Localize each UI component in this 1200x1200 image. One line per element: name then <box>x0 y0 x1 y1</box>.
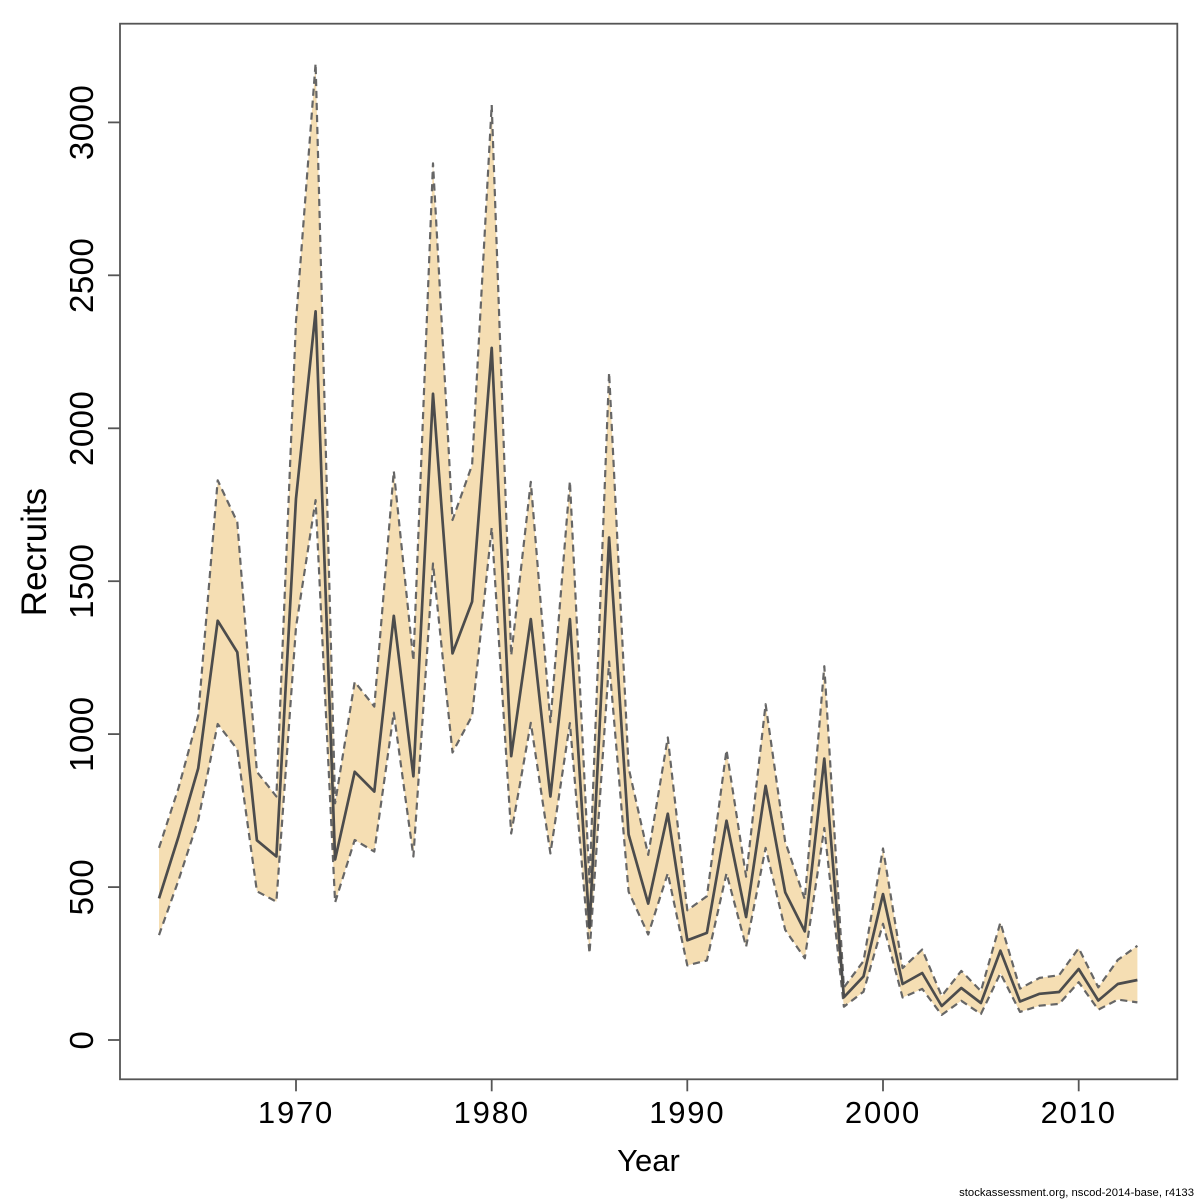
svg-text:2000: 2000 <box>845 1095 921 1130</box>
svg-text:500: 500 <box>63 859 100 916</box>
svg-text:2010: 2010 <box>1041 1095 1117 1130</box>
svg-text:Year: Year <box>617 1143 680 1178</box>
svg-text:1500: 1500 <box>63 543 100 618</box>
svg-text:Recruits: Recruits <box>15 488 54 616</box>
svg-text:0: 0 <box>63 1031 100 1050</box>
svg-text:2000: 2000 <box>63 391 100 466</box>
svg-text:stockassessment.org, nscod-201: stockassessment.org, nscod-2014-base, r4… <box>959 1187 1194 1199</box>
svg-text:3000: 3000 <box>63 85 100 160</box>
svg-text:1000: 1000 <box>63 696 100 771</box>
svg-text:1990: 1990 <box>649 1095 725 1130</box>
svg-text:1970: 1970 <box>258 1095 334 1130</box>
svg-text:2500: 2500 <box>63 238 100 313</box>
svg-text:1980: 1980 <box>454 1095 530 1130</box>
